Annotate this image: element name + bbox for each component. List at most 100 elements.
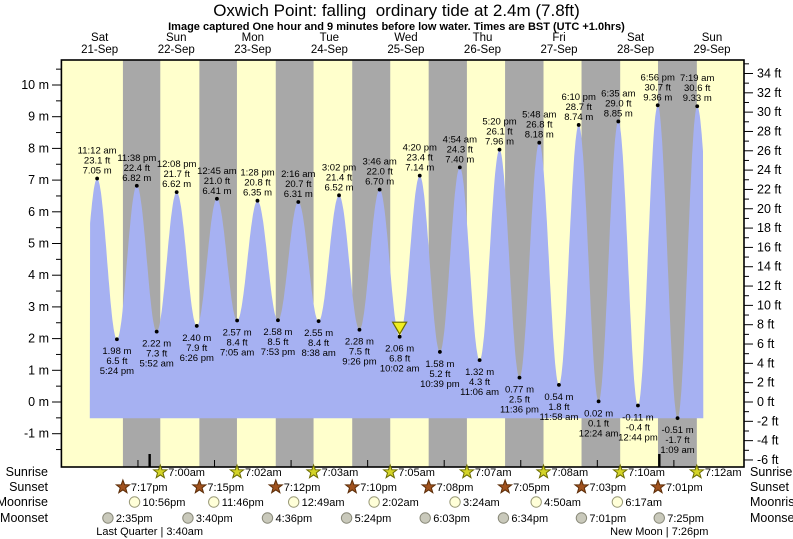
high-tide-m: 8.18 m — [525, 130, 554, 141]
high-tide-dot — [134, 183, 139, 188]
high-tide-dot — [296, 200, 301, 204]
high-tide-m: 9.33 m — [683, 93, 712, 104]
astro-time: 7:05am — [398, 467, 435, 479]
astro-time: 6:34pm — [511, 513, 548, 525]
astro-time: 3:24am — [463, 497, 500, 509]
low-tide-ft: 6.5 ft — [106, 356, 127, 367]
row-label-left: Sunset — [9, 480, 48, 494]
day-name: Fri — [552, 32, 565, 44]
astro-time: 7:02am — [245, 467, 282, 479]
low-tide-time: 10:02 am — [380, 364, 420, 375]
sunrise-star-icon — [688, 463, 705, 479]
moonset-icon — [340, 512, 353, 524]
day-date: 22-Sep — [158, 44, 195, 56]
right-axis-tick-label: 2 ft — [757, 376, 775, 390]
day-date: 21-Sep — [81, 44, 118, 56]
high-tide-m: 9.36 m — [643, 92, 672, 103]
page-title: Oxwich Point: falling ordinary tide at 2… — [213, 1, 580, 20]
low-tide-dot — [477, 358, 482, 363]
sunset-star-icon — [114, 478, 131, 494]
low-tide-ft: 2.5 ft — [509, 395, 530, 406]
day-name: Sun — [166, 32, 186, 44]
sunrise-star-icon — [228, 463, 245, 479]
high-tide-dot — [655, 103, 660, 108]
high-tide-m: 7.96 m — [485, 137, 514, 148]
low-tide-time: 11:36 pm — [500, 405, 539, 416]
high-tide-ft: 21.0 ft — [204, 176, 231, 187]
high-tide-dot — [457, 165, 462, 170]
day-name: Thu — [473, 32, 493, 44]
sunset-star-icon — [191, 478, 208, 494]
high-tide-ft: 29.0 ft — [605, 98, 632, 109]
low-tide-m: 2.28 m — [345, 337, 374, 348]
low-tide-m: 2.06 m — [385, 344, 414, 355]
low-tide-ft: 5.2 ft — [429, 369, 450, 380]
low-tide-ft: 1.8 ft — [548, 402, 569, 413]
low-tide-m: 0.77 m — [505, 385, 534, 396]
high-tide-ft: 21.4 ft — [326, 172, 353, 183]
day-date: 27-Sep — [540, 44, 577, 56]
low-tide-time: 5:24 pm — [100, 366, 134, 377]
right-axis-tick-label: 34 ft — [757, 66, 782, 80]
left-axis-tick-label: 8 m — [28, 141, 49, 155]
moonset-icon — [102, 512, 114, 524]
right-axis-tick-label: 24 ft — [757, 163, 782, 177]
astro-time: 7:07am — [475, 467, 512, 479]
astro-time: 3:40pm — [196, 513, 233, 525]
astro-time: 7:01pm — [666, 482, 703, 494]
high-tide-time: 12:08 pm — [157, 159, 197, 170]
right-axis-tick-label: 12 ft — [757, 279, 782, 293]
left-axis-tick-label: 6 m — [28, 205, 49, 219]
low-tide-m: 1.32 m — [465, 367, 494, 378]
astro-time: 6:03pm — [433, 513, 470, 525]
left-axis-tick-label: 10 m — [21, 78, 49, 92]
low-tide-m: 2.57 m — [223, 328, 252, 339]
high-tide-m: 6.52 m — [325, 182, 354, 193]
right-axis-tick-label: -4 ft — [757, 434, 779, 448]
low-tide-dot — [154, 329, 159, 334]
low-tide-time: 7:53 pm — [261, 347, 295, 358]
right-axis-tick-label: 14 ft — [757, 260, 782, 274]
sunrise-star-icon — [458, 463, 475, 479]
low-tide-ft: 7.9 ft — [186, 343, 207, 354]
astro-time: 5:24pm — [355, 513, 392, 525]
sunset-star-icon — [344, 478, 361, 494]
high-tide-dot — [417, 173, 422, 178]
high-tide-ft: 22.0 ft — [366, 167, 393, 178]
day-name: Sat — [627, 32, 645, 44]
low-tide-dot — [276, 318, 280, 323]
low-tide-time: 12:24 am — [579, 428, 619, 439]
row-label-left: Moonrise — [0, 495, 48, 509]
high-tide-time: 4:20 pm — [403, 143, 437, 154]
high-tide-m: 8.74 m — [564, 112, 593, 123]
astro-time: 7:08pm — [437, 482, 474, 494]
left-axis-tick-label: 7 m — [28, 173, 49, 187]
low-tide-dot — [596, 399, 601, 404]
low-tide-m: 0.02 m — [584, 408, 613, 419]
right-axis-tick-label: 28 ft — [757, 124, 782, 138]
high-tide-ft: 23.1 ft — [84, 156, 111, 167]
high-tide-ft: 21.7 ft — [163, 169, 190, 180]
right-axis-tick-label: 20 ft — [757, 202, 782, 216]
low-tide-ft: 7.5 ft — [349, 347, 370, 358]
right-axis-tick-label: 10 ft — [757, 298, 782, 312]
astro-time: 7:25pm — [667, 513, 704, 525]
left-axis-tick-label: 3 m — [28, 300, 49, 314]
low-tide-m: 2.40 m — [182, 333, 211, 344]
left-axis-tick-label: 4 m — [28, 268, 49, 282]
moonrise-icon — [128, 496, 141, 508]
right-axis-tick-label: 16 ft — [757, 240, 782, 254]
sunset-star-icon — [267, 478, 284, 494]
high-tide-time: 11:38 pm — [117, 153, 156, 164]
moonrise-icon — [611, 496, 624, 508]
high-tide-time: 11:12 am — [78, 146, 117, 157]
left-axis-tick-label: -1 m — [24, 427, 49, 441]
high-tide-dot — [616, 119, 621, 124]
high-tide-dot — [537, 140, 542, 145]
astro-time: 7:17pm — [131, 482, 168, 494]
low-tide-time: 11:58 am — [539, 412, 578, 423]
low-tide-dot — [357, 327, 362, 332]
left-axis-tick-label: 5 m — [28, 237, 49, 251]
day-name: Sun — [702, 32, 722, 44]
